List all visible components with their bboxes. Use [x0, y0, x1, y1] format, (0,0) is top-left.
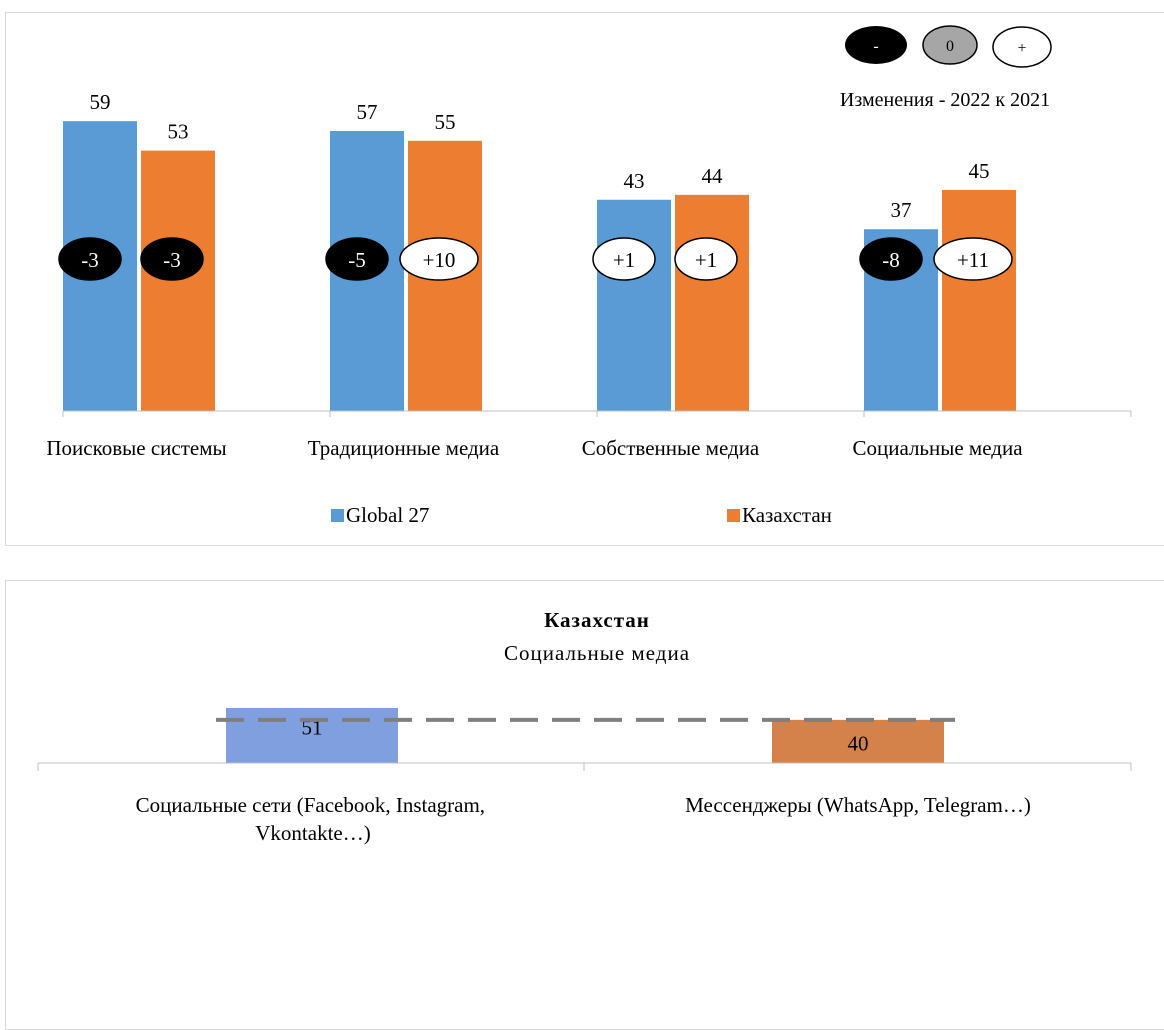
- category-label-собственные-медиа: Собственные медиа: [582, 436, 760, 460]
- change-label-kazakhstan-3: +11: [957, 248, 989, 272]
- legend-label-kazakhstan: Казахстан: [742, 503, 832, 527]
- change-key-zero-label: 0: [946, 38, 954, 55]
- change-key-positive-marker: [992, 26, 1052, 68]
- legend-label-global: Global 27: [346, 503, 429, 527]
- change-label-global-1: -5: [348, 248, 366, 272]
- category-label-социальные-медиа: Социальные медиа: [852, 436, 1023, 460]
- change-marker-global-2: [592, 237, 656, 281]
- change-label-global-0: -3: [81, 248, 99, 272]
- change-key-negative-label: -: [873, 38, 878, 55]
- data-label-kazakhstan-3: 45: [969, 159, 990, 183]
- change-marker-kazakhstan-1: [399, 237, 479, 281]
- change-label-kazakhstan-2: +1: [695, 248, 717, 272]
- category-label-social-networks: Социальные сети (Facebook, Instagram, Vk…: [136, 793, 491, 845]
- category-label-messengers: Мессенджеры (WhatsApp, Telegram…): [685, 793, 1031, 817]
- data-label-kazakhstan-0: 53: [168, 120, 189, 144]
- data-label-kazakhstan-2: 44: [702, 164, 724, 188]
- bar-kazakhstan-3: [942, 189, 1016, 411]
- data-label-global-3: 37: [891, 198, 912, 222]
- legend-swatch-global: [331, 509, 344, 522]
- change-key-positive-label: +: [1017, 40, 1026, 57]
- category-label-поисковые-системы: Поисковые системы: [46, 436, 226, 460]
- legend: Global 27 Казахстан: [331, 503, 832, 527]
- change-key: - 0 + Изменения - 2022 к 2021: [840, 25, 1052, 111]
- change-key-zero-marker: [922, 25, 978, 65]
- change-label-global-3: -8: [882, 248, 900, 272]
- bar-1: [772, 719, 944, 763]
- bar-global-2: [597, 199, 671, 411]
- change-key-title: Изменения - 2022 к 2021: [840, 89, 1050, 111]
- chart-subtitle: Социальные медиа: [504, 641, 690, 665]
- bar-kazakhstan-2: [675, 194, 749, 411]
- data-label-global-0: 59: [90, 90, 111, 114]
- change-marker-global-0: [58, 237, 122, 281]
- data-label-kazakhstan-1: 55: [435, 110, 456, 134]
- chart-title: Казахстан: [544, 608, 650, 632]
- change-marker-global-1: [325, 237, 389, 281]
- change-marker-kazakhstan-3: [933, 237, 1013, 281]
- bar-kazakhstan-0: [141, 150, 215, 411]
- change-label-kazakhstan-0: -3: [163, 248, 181, 272]
- change-label-kazakhstan-1: +10: [423, 248, 456, 272]
- change-key-negative-marker: [845, 26, 907, 64]
- change-marker-kazakhstan-0: [140, 237, 204, 281]
- data-label-1: 40: [848, 731, 869, 755]
- kazakhstan-social-chart-panel: [5, 580, 1164, 1030]
- change-marker-kazakhstan-2: [674, 237, 738, 281]
- legend-swatch-kazakhstan: [727, 509, 740, 522]
- change-marker-global-3: [859, 237, 923, 281]
- data-label-global-1: 57: [357, 100, 378, 124]
- bar-0: [226, 708, 398, 763]
- change-label-global-2: +1: [613, 248, 635, 272]
- category-label-традиционные-медиа: Традиционные медиа: [308, 436, 500, 460]
- data-label-global-2: 43: [624, 169, 645, 193]
